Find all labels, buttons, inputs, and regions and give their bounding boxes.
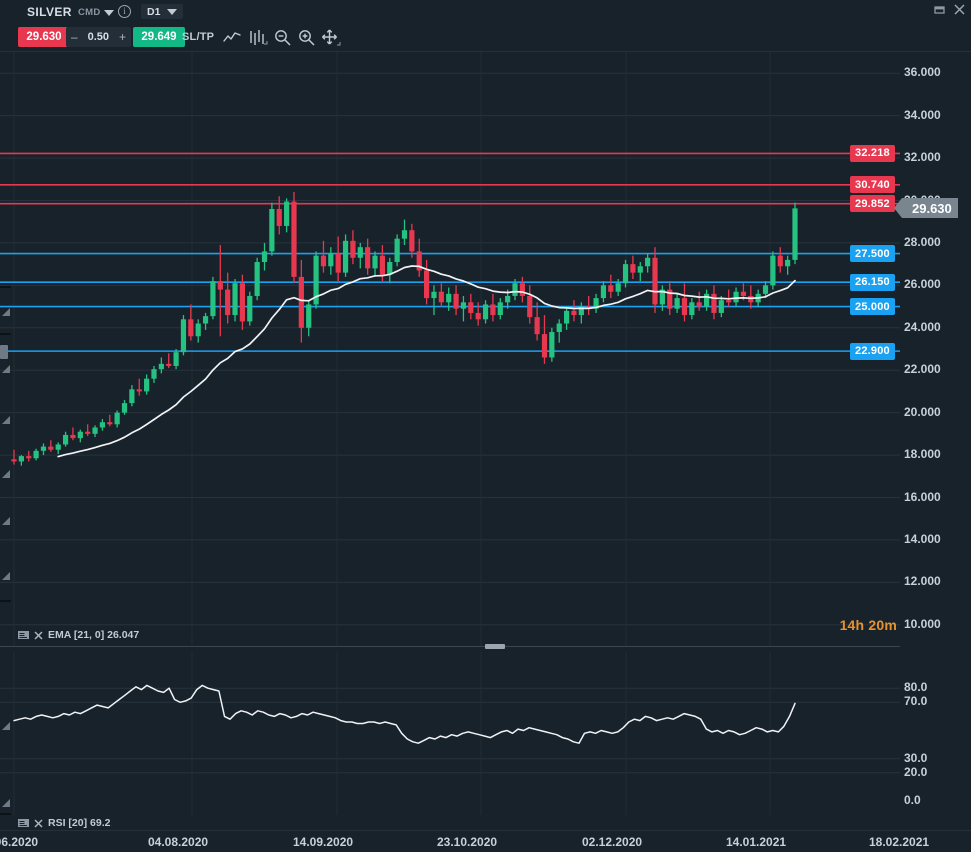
drawing-edge-chip[interactable]: [0, 345, 8, 359]
sell-button[interactable]: 29.630: [18, 27, 70, 47]
price-level-tag[interactable]: 30.740: [850, 176, 895, 194]
drawing-resize-handle[interactable]: [2, 365, 10, 373]
price-level-tag[interactable]: 25.000: [850, 298, 895, 316]
line-chart-icon[interactable]: [222, 28, 242, 47]
close-icon[interactable]: [954, 4, 965, 15]
minimize-icon[interactable]: [934, 4, 945, 15]
price-axis-tick: 36.000: [904, 65, 941, 80]
window-controls: [934, 4, 965, 15]
ema-legend-text: EMA [21, 0] 26.047: [48, 629, 140, 641]
volume-decrease-button[interactable]: –: [71, 30, 78, 44]
time-axis[interactable]: 24.06.2020 04.08.2020 14.09.2020 23.10.2020…: [0, 830, 971, 852]
chevron-down-icon: [167, 8, 178, 15]
symbol-dropdown-caret-icon[interactable]: [104, 10, 114, 16]
price-axis-tick: 10.000: [904, 616, 941, 631]
drawing-resize-handle[interactable]: [2, 799, 10, 807]
rsi-axis-tick: 30.0: [904, 750, 928, 765]
drawing-edge-marker[interactable]: [0, 286, 11, 288]
price-axis-tick: 18.000: [904, 447, 941, 462]
remove-indicator-icon: [34, 630, 43, 640]
price-level-tag[interactable]: 32.218: [850, 144, 895, 162]
crosshair-move-icon[interactable]: [321, 28, 341, 47]
price-axis-tick: 24.000: [904, 319, 941, 334]
bar-countdown: 14h 20m: [839, 617, 897, 633]
timeframe-selector[interactable]: D1: [141, 4, 184, 19]
market-label: CMD: [78, 7, 101, 18]
price-axis-tick: 26.000: [904, 277, 941, 292]
candlestick-icon[interactable]: [248, 28, 268, 47]
price-axis-tick: 16.000: [904, 489, 941, 504]
price-axis-tick: 14.000: [904, 531, 941, 546]
rsi-line-chart[interactable]: [0, 652, 900, 815]
rsi-chart-pane[interactable]: [0, 652, 900, 815]
rsi-axis-tick: 70.0: [904, 694, 928, 709]
rsi-legend[interactable]: RSI [20] 69.2: [18, 817, 110, 829]
drawing-edge-marker[interactable]: [0, 813, 11, 815]
price-axis-tick: 12.000: [904, 574, 941, 589]
price-axis[interactable]: 36.00034.00032.00030.00028.00026.00024.0…: [900, 52, 971, 815]
time-axis-label: 24.06.2020: [0, 835, 39, 849]
rsi-axis-tick: 20.0: [904, 764, 928, 779]
sltp-button[interactable]: SL/TP: [182, 31, 215, 43]
zoom-out-icon[interactable]: [272, 28, 292, 47]
price-axis-tick: 34.000: [904, 107, 941, 122]
rsi-legend-text: RSI [20] 69.2: [48, 817, 111, 829]
rsi-axis-tick: 0.0: [904, 793, 921, 807]
price-level-tag[interactable]: 29.852: [850, 195, 895, 213]
price-axis-tick: 20.000: [904, 404, 941, 419]
settings-list-icon: [18, 631, 29, 639]
time-axis-label: 18.02.2021: [869, 835, 930, 849]
drawing-resize-handle[interactable]: [2, 308, 10, 316]
timeframe-label: D1: [147, 5, 161, 18]
price-chart-pane[interactable]: [0, 52, 900, 646]
time-axis-label: 14.01.2021: [726, 835, 787, 849]
time-axis-label: 23.10.2020: [437, 835, 498, 849]
price-axis-tick: 22.000: [904, 362, 941, 377]
zoom-in-icon[interactable]: [296, 28, 316, 47]
drawing-edge-marker[interactable]: [0, 333, 11, 335]
drawing-resize-handle[interactable]: [2, 517, 10, 525]
rsi-axis-tick: 80.0: [904, 680, 928, 695]
price-axis-tick: 32.000: [904, 150, 941, 165]
drawing-resize-handle[interactable]: [2, 722, 10, 730]
time-axis-label: 04.08.2020: [148, 835, 209, 849]
drawing-resize-handle[interactable]: [2, 572, 10, 580]
volume-value[interactable]: 0.50: [87, 31, 110, 43]
ema-legend[interactable]: EMA [21, 0] 26.047: [18, 629, 139, 641]
price-axis-tick: 28.000: [904, 234, 941, 249]
pane-resize-grip[interactable]: [485, 644, 505, 649]
title-bar: SILVER CMD i D1: [0, 0, 971, 22]
trade-toolbar: 29.630 – 0.50 + 29.649 SL/TP: [0, 22, 971, 52]
current-price-tag: 29.630: [894, 198, 958, 219]
buy-button[interactable]: 29.649: [133, 27, 185, 47]
volume-stepper[interactable]: – 0.50 +: [66, 27, 131, 47]
candlestick-chart[interactable]: [0, 52, 900, 646]
drawing-edge-marker[interactable]: [0, 600, 11, 602]
symbol-title: SILVER: [27, 5, 72, 19]
price-level-tag[interactable]: 27.500: [850, 245, 895, 263]
settings-list-icon: [18, 819, 29, 827]
price-level-tag[interactable]: 22.900: [850, 342, 895, 360]
remove-indicator-icon: [34, 818, 43, 828]
time-axis-label: 14.09.2020: [293, 835, 354, 849]
time-axis-label: 02.12.2020: [582, 835, 643, 849]
drawing-resize-handle[interactable]: [2, 470, 10, 478]
volume-increase-button[interactable]: +: [118, 30, 126, 44]
price-level-tag[interactable]: 26.150: [850, 273, 895, 291]
info-icon[interactable]: i: [118, 5, 131, 18]
drawing-resize-handle[interactable]: [2, 416, 10, 424]
